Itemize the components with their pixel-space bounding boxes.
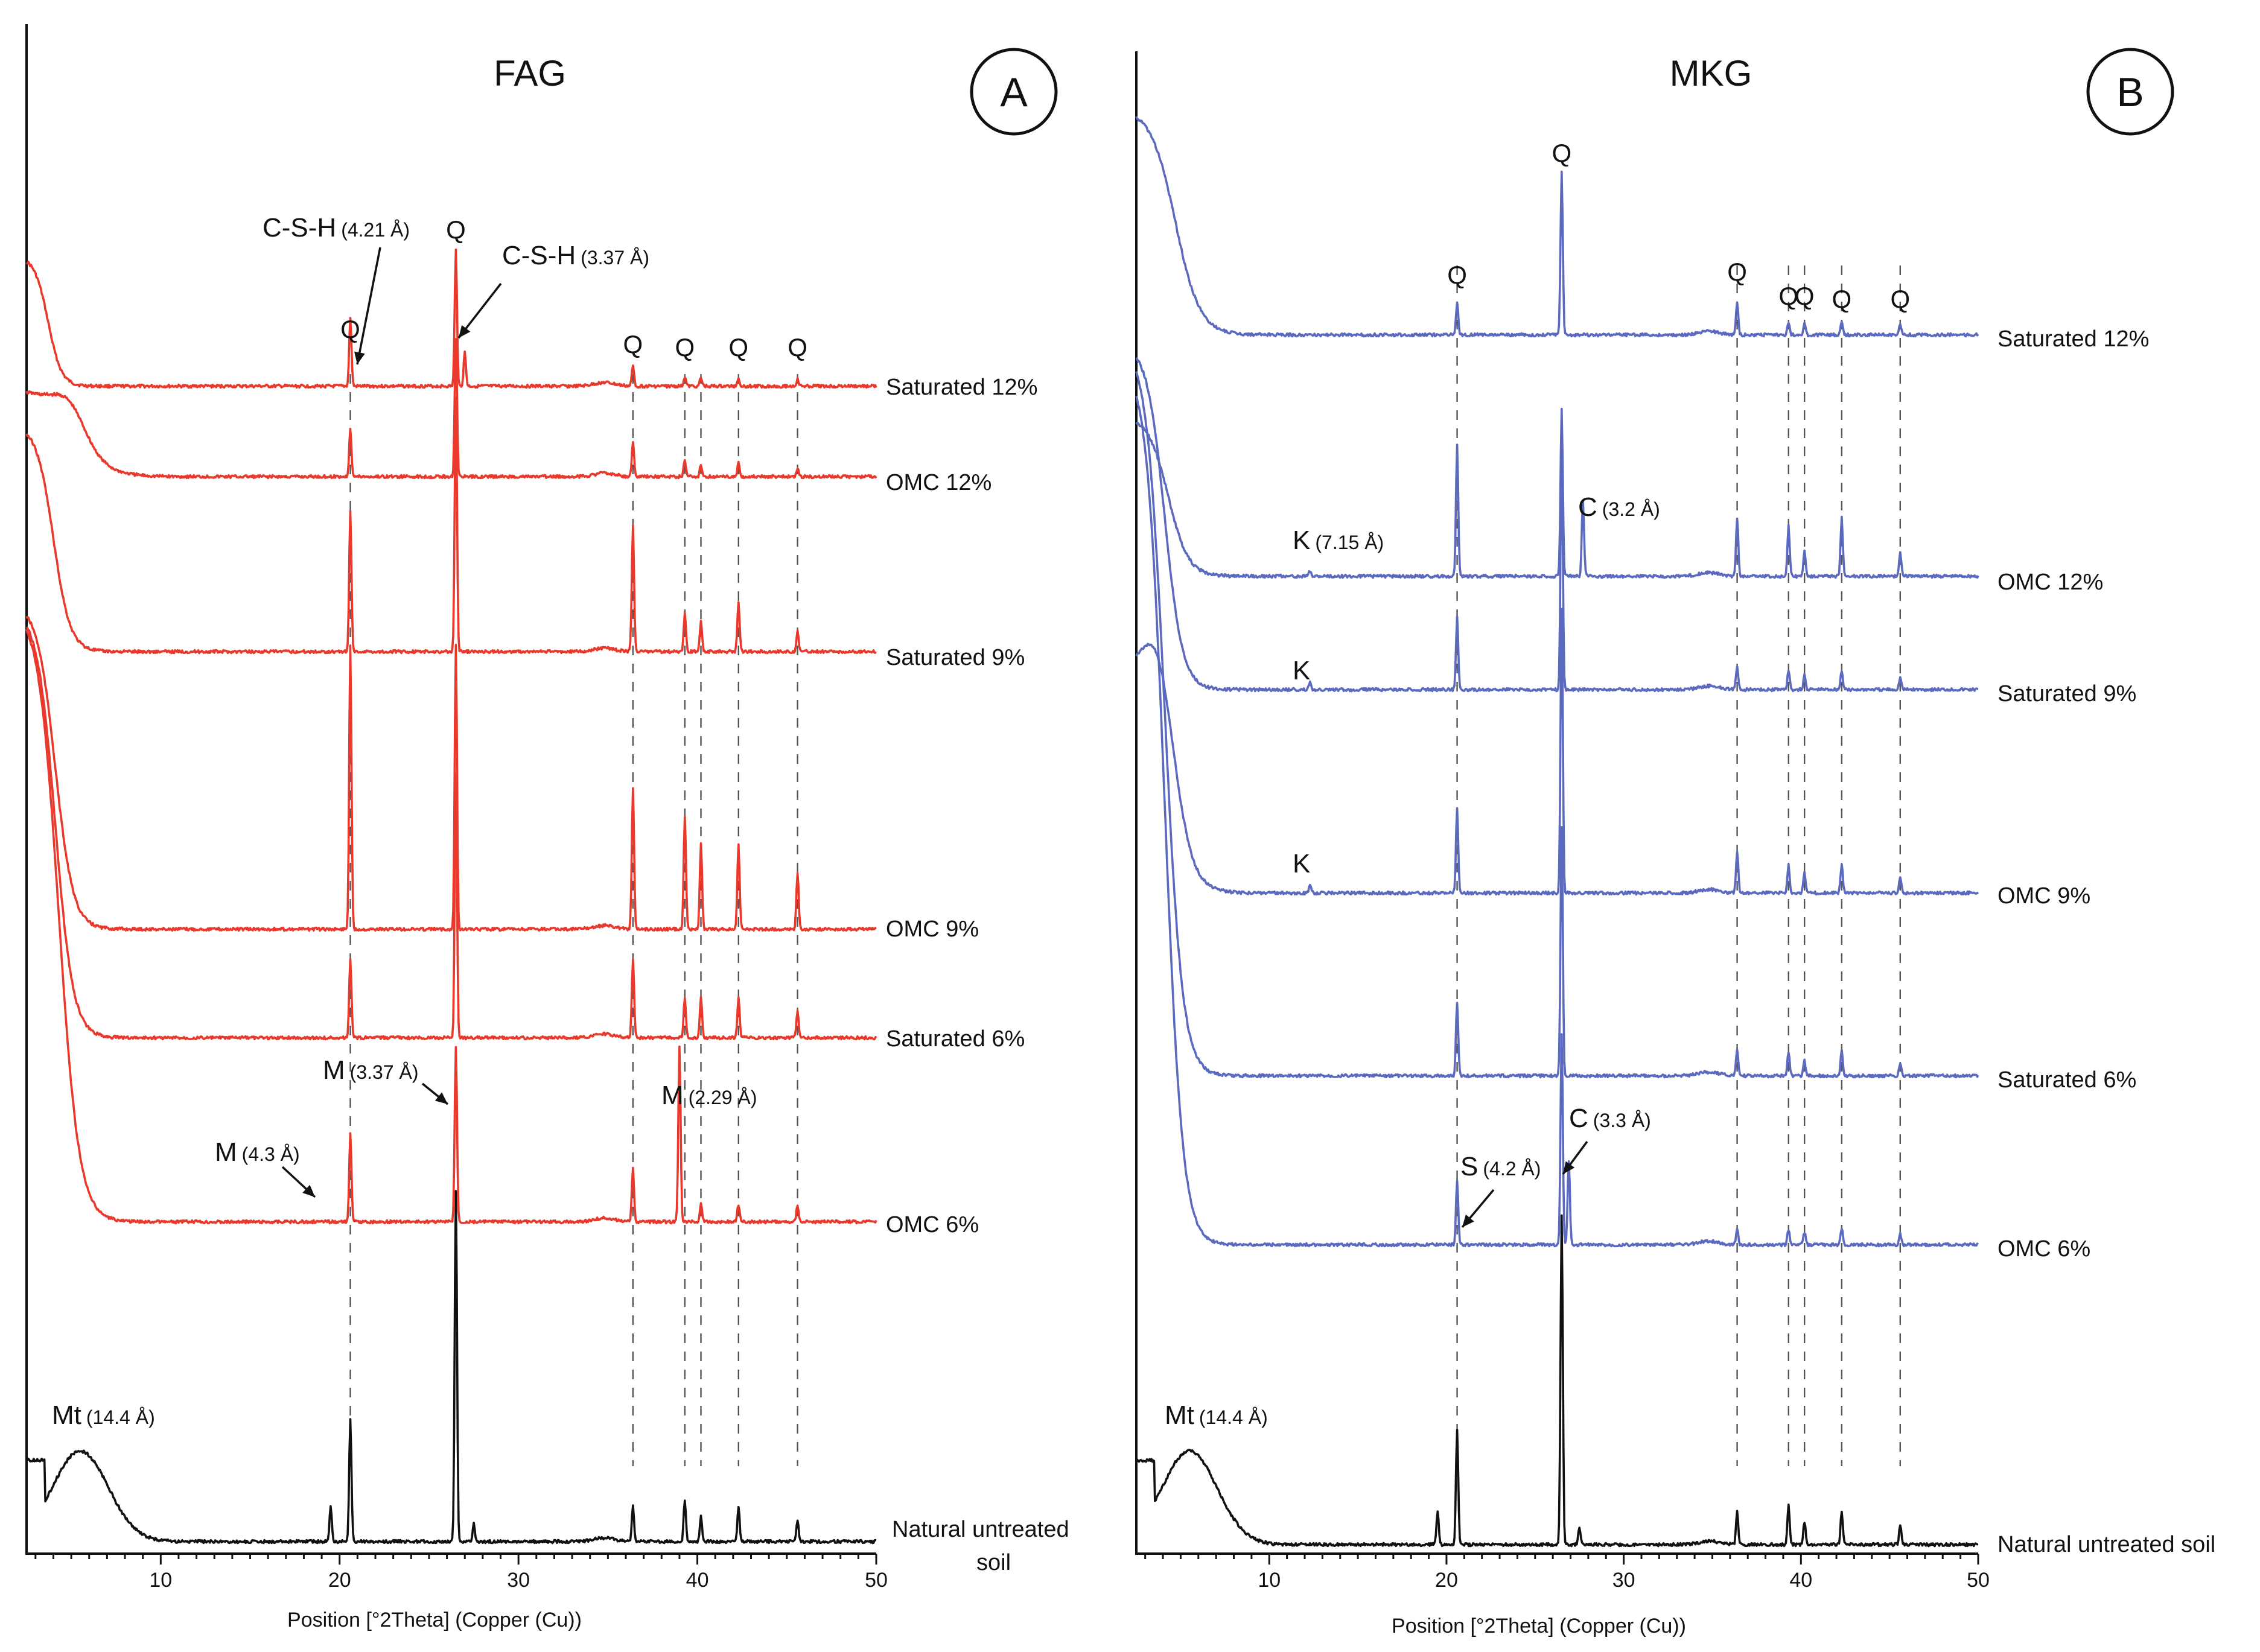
panel-a-letter-circle: [970, 48, 1058, 136]
panel-a-peak-label-q: Q: [728, 333, 748, 361]
panel-b-peak-label-q: Q: [1832, 285, 1852, 313]
panel-a-series-label: OMC 6%: [886, 1212, 979, 1237]
panel-b-peak-label-q: Q: [1727, 258, 1747, 286]
panel-b-peak-annotation: C (3.3 Å): [1569, 1104, 1651, 1133]
panel-b-series-omc-12: [1135, 407, 1979, 579]
panel-b-peak-label-q: Q: [1447, 261, 1467, 289]
panel-a-series-natural-untreated-soil: [26, 1190, 877, 1545]
panel-b-series-saturated-9: [1135, 357, 1979, 693]
panel-a-peak-label-q: Q: [446, 215, 466, 244]
panel-b-series-omc-6: [1135, 396, 1979, 1248]
panel-a: 10 20 30 40 50 Saturated 12% C-S-H (4.21 Å) C-S…: [25, 24, 1069, 1631]
panel-b-series-label: OMC 6%: [1997, 1236, 2090, 1262]
panel-b-peak-label-q: Q: [1778, 282, 1798, 310]
panel-b-x-axis-label: Position [°2Theta] (Copper (Cu)): [1392, 1615, 1686, 1638]
panel-a-series-label: OMC 9%: [886, 917, 979, 942]
panel-a-x-tick-label: 10: [149, 1569, 172, 1592]
panel-b-series-label: OMC 12%: [1997, 570, 2103, 595]
panel-b-x-tick-label: 40: [1789, 1569, 1812, 1592]
panel-b-peak-label-q: Q: [1552, 139, 1572, 167]
panel-b-series-saturated-6: [1135, 371, 1979, 1079]
panel-b-x-tick-label: 30: [1612, 1569, 1635, 1592]
panel-b-peak-annotation: K: [1293, 849, 1310, 878]
panel-a-peak-label-q: Q: [675, 333, 695, 361]
panel-b-peak-label-q: Q: [1795, 282, 1815, 310]
panel-b-letter: B: [2116, 69, 2144, 115]
panel-a-annotation-arrowhead: [354, 351, 365, 364]
panel-a-peak-annotation: M (3.37 Å): [323, 1055, 418, 1085]
panel-b-series-label: Saturated 12%: [1997, 326, 2149, 352]
panel-a-peak-annotation: M (2.29 Å): [661, 1081, 757, 1110]
panel-a-series-label: Saturated 12%: [886, 375, 1037, 400]
panel-b-annotation-arrowhead: [1563, 1161, 1575, 1174]
panel-b-peak-label-q: Q: [1890, 285, 1910, 313]
panel-a-annotation-arrowhead: [434, 1092, 448, 1104]
panel-a-series-saturated-12: [25, 249, 877, 389]
panel-b-series-natural-untreated-soil: [1135, 1214, 1979, 1548]
panel-b-x-tick-label: 10: [1258, 1569, 1281, 1592]
panel-a-letter: A: [1000, 69, 1028, 115]
panel-b-x-tick-label: 20: [1435, 1569, 1458, 1592]
panel-b-peak-annotation: K: [1293, 656, 1310, 685]
panel-a-series-label: Saturated 9%: [886, 645, 1025, 670]
panel-a-x-tick-label: 40: [686, 1569, 709, 1592]
panel-a-x-tick-label: 50: [865, 1569, 888, 1592]
panel-b-title: MKG: [1670, 53, 1752, 94]
panel-b-series-omc-9: [1135, 608, 1979, 896]
panel-a-peak-label-q: Q: [623, 330, 643, 358]
panel-a-series-omc-12: [25, 338, 877, 480]
panel-a-series-omc-6: [25, 629, 877, 1225]
panel-b-series-saturated-12: [1135, 116, 1979, 338]
panel-a-x-axis-label: Position [°2Theta] (Copper (Cu)): [287, 1609, 582, 1631]
panel-a-peak-annotation: C-S-H (3.37 Å): [502, 241, 649, 270]
panel-b-letter-circle: [2086, 48, 2174, 136]
panel-b-series-label: OMC 9%: [1997, 883, 2090, 909]
panel-a-annotation-arrowhead: [459, 325, 471, 338]
panel-a-series-label: Saturated 6%: [886, 1026, 1025, 1052]
panel-b-series-label: Natural untreated soil: [1997, 1532, 2215, 1557]
panel-b-x-tick-label: 50: [1967, 1569, 1990, 1592]
panel-a-series-saturated-9: [25, 397, 877, 655]
panel-a-series-saturated-6: [25, 626, 877, 1041]
panel-a-series-label: OMC 12%: [886, 470, 992, 495]
panel-b-peak-annotation: C (3.2 Å): [1578, 492, 1660, 522]
panel-a-x-tick-label: 20: [328, 1569, 351, 1592]
panel-b-peak-annotation: K (7.15 Å): [1293, 526, 1384, 555]
panel-a-x-tick-label: 30: [507, 1569, 530, 1592]
panel-a-series-omc-9: [25, 615, 877, 932]
panel-a-peak-annotation: M (4.3 Å): [215, 1137, 300, 1167]
panel-a-peak-label-q: Q: [788, 333, 807, 361]
panel-b-series-label: Saturated 9%: [1997, 681, 2136, 707]
panel-a-annotation-arrow: [356, 247, 381, 365]
panel-b-peak-annotation: S (4.2 Å): [1460, 1152, 1541, 1181]
panel-a-peak-annotation: Mt (14.4 Å): [52, 1400, 155, 1430]
panel-a-annotation-arrowhead: [302, 1184, 315, 1197]
panel-a-peak-label-q: Q: [340, 315, 360, 343]
panel-b-series-label: Saturated 6%: [1997, 1067, 2136, 1093]
panel-a-series-label: Natural untreated soil: [892, 1517, 1069, 1575]
panel-b-peak-annotation: Mt (14.4 Å): [1165, 1400, 1268, 1430]
panel-a-peak-annotation: C-S-H (4.21 Å): [263, 213, 410, 243]
panel-a-title: FAG: [494, 53, 566, 94]
panel-b-annotation-arrowhead: [1462, 1214, 1474, 1227]
